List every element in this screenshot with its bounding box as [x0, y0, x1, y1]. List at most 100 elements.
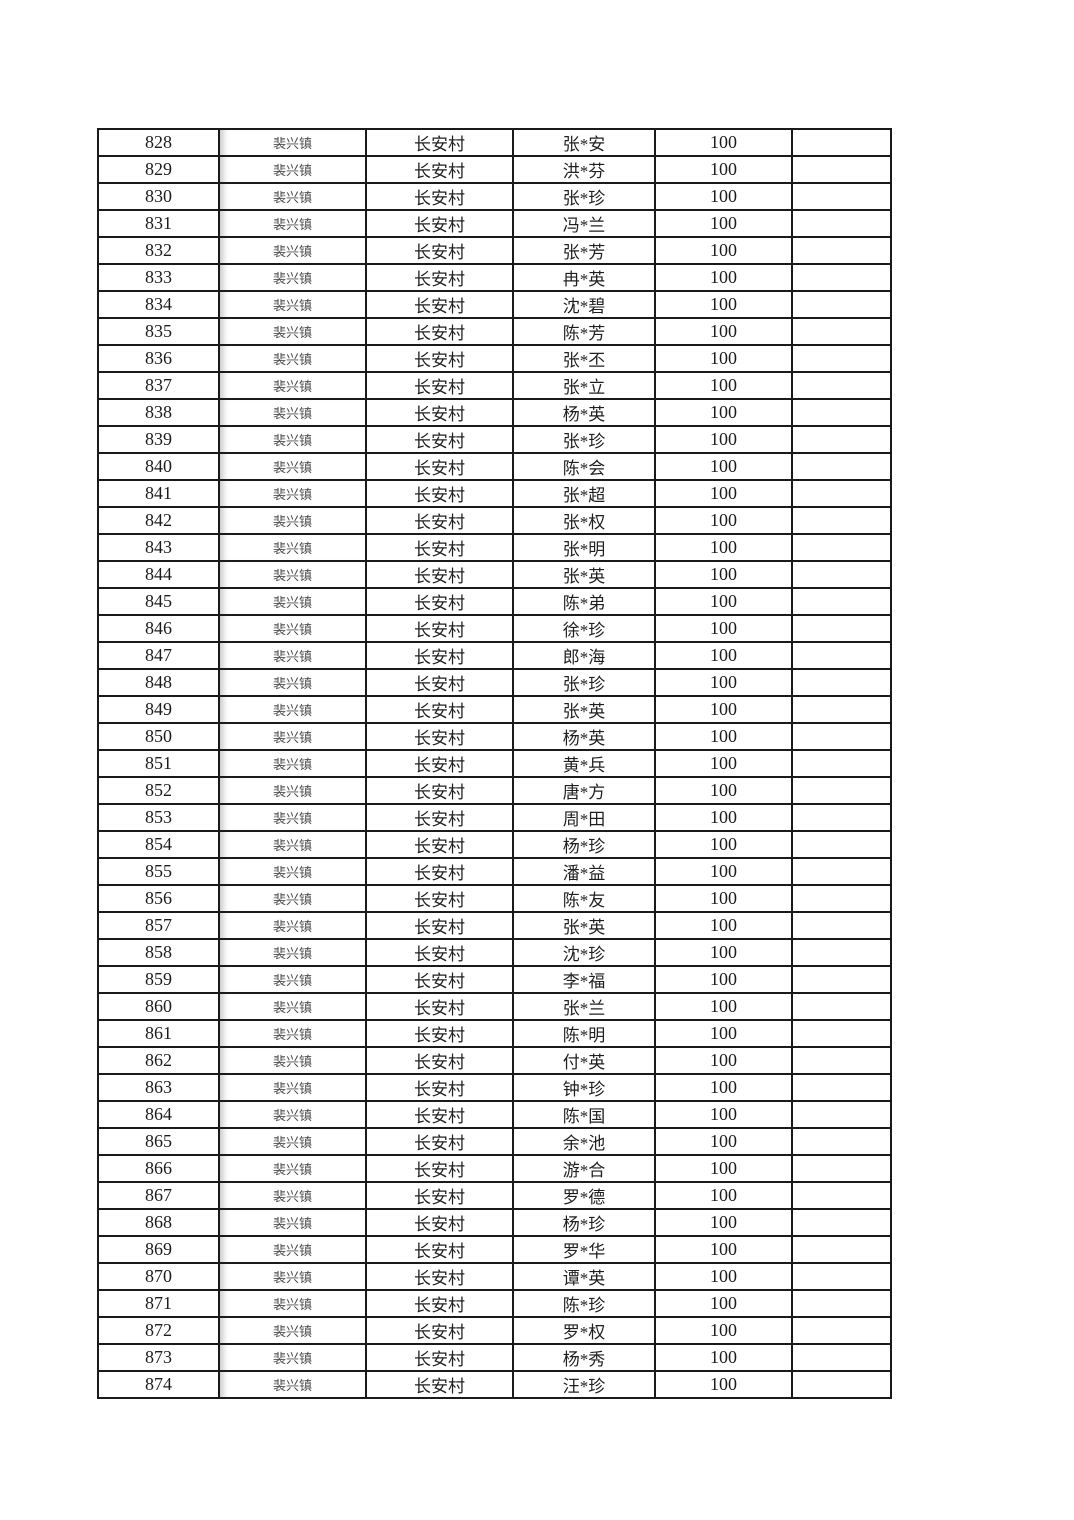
cell-note — [791, 1262, 892, 1291]
cell-serial-number: 851 — [97, 749, 220, 778]
cell-person-name: 张*珍 — [512, 668, 656, 697]
cell-amount: 100 — [654, 1019, 793, 1048]
cell-village: 长安村 — [365, 506, 514, 535]
cell-person-name: 杨*珍 — [512, 830, 656, 859]
cell-person-name: 谭*英 — [512, 1262, 656, 1291]
cell-person-name: 陈*芳 — [512, 317, 656, 346]
table-row: 834 裴兴镇 长安村 沈*碧 100 — [97, 290, 892, 319]
cell-serial-number: 836 — [97, 344, 220, 373]
cell-amount: 100 — [654, 425, 793, 454]
cell-note — [791, 830, 892, 859]
cell-note — [791, 1316, 892, 1345]
cell-amount: 100 — [654, 560, 793, 589]
cell-village: 长安村 — [365, 1181, 514, 1210]
table-row: 847 裴兴镇 长安村 郎*海 100 — [97, 641, 892, 670]
cell-serial-number: 873 — [97, 1343, 220, 1372]
cell-amount: 100 — [654, 128, 793, 157]
cell-amount: 100 — [654, 749, 793, 778]
table-row: 841 裴兴镇 长安村 张*超 100 — [97, 479, 892, 508]
cell-person-name: 张*英 — [512, 695, 656, 724]
cell-serial-number: 869 — [97, 1235, 220, 1264]
table-row: 873 裴兴镇 长安村 杨*秀 100 — [97, 1343, 892, 1372]
cell-person-name: 杨*秀 — [512, 1343, 656, 1372]
cell-serial-number: 872 — [97, 1316, 220, 1345]
cell-amount: 100 — [654, 155, 793, 184]
cell-serial-number: 859 — [97, 965, 220, 994]
table-row: 831 裴兴镇 长安村 冯*兰 100 — [97, 209, 892, 238]
cell-village: 长安村 — [365, 1154, 514, 1183]
table-row: 860 裴兴镇 长安村 张*兰 100 — [97, 992, 892, 1021]
cell-note — [791, 1127, 892, 1156]
cell-note — [791, 1154, 892, 1183]
cell-town: 裴兴镇 — [218, 506, 367, 535]
table-row: 855 裴兴镇 长安村 潘*益 100 — [97, 857, 892, 886]
cell-town: 裴兴镇 — [218, 425, 367, 454]
table-row: 843 裴兴镇 长安村 张*明 100 — [97, 533, 892, 562]
cell-person-name: 汪*珍 — [512, 1370, 656, 1399]
cell-person-name: 李*福 — [512, 965, 656, 994]
cell-village: 长安村 — [365, 1343, 514, 1372]
cell-person-name: 张*立 — [512, 371, 656, 400]
cell-person-name: 沈*碧 — [512, 290, 656, 319]
cell-person-name: 钟*珍 — [512, 1073, 656, 1102]
cell-person-name: 罗*华 — [512, 1235, 656, 1264]
cell-note — [791, 614, 892, 643]
table-row: 853 裴兴镇 长安村 周*田 100 — [97, 803, 892, 832]
cell-amount: 100 — [654, 182, 793, 211]
cell-village: 长安村 — [365, 1127, 514, 1156]
cell-town: 裴兴镇 — [218, 749, 367, 778]
cell-village: 长安村 — [365, 263, 514, 292]
cell-person-name: 张*安 — [512, 128, 656, 157]
cell-person-name: 张*权 — [512, 506, 656, 535]
cell-town: 裴兴镇 — [218, 155, 367, 184]
cell-village: 长安村 — [365, 884, 514, 913]
record-table: 828 裴兴镇 长安村 张*安 100 829 裴兴镇 长安村 洪*芬 100 830 裴兴镇 长安村张… — [97, 128, 892, 1399]
cell-town: 裴兴镇 — [218, 128, 367, 157]
cell-note — [791, 965, 892, 994]
cell-serial-number: 837 — [97, 371, 220, 400]
cell-note — [791, 506, 892, 535]
cell-village: 长安村 — [365, 1370, 514, 1399]
cell-amount: 100 — [654, 1046, 793, 1075]
cell-amount: 100 — [654, 614, 793, 643]
cell-person-name: 陈*会 — [512, 452, 656, 481]
table-row: 840 裴兴镇 长安村 陈*会 100 — [97, 452, 892, 481]
table-row: 845 裴兴镇 长安村 陈*弟 100 — [97, 587, 892, 616]
table-row: 859 裴兴镇 长安村 李*福 100 — [97, 965, 892, 994]
cell-note — [791, 1019, 892, 1048]
cell-village: 长安村 — [365, 128, 514, 157]
cell-person-name: 陈*明 — [512, 1019, 656, 1048]
table-row: 844 裴兴镇 长安村 张*英 100 — [97, 560, 892, 589]
cell-note — [791, 452, 892, 481]
cell-town: 裴兴镇 — [218, 722, 367, 751]
table-row: 837 裴兴镇 长安村 张*立 100 — [97, 371, 892, 400]
cell-village: 长安村 — [365, 479, 514, 508]
cell-person-name: 张*珍 — [512, 425, 656, 454]
cell-town: 裴兴镇 — [218, 344, 367, 373]
cell-person-name: 周*田 — [512, 803, 656, 832]
cell-amount: 100 — [654, 533, 793, 562]
cell-note — [791, 1208, 892, 1237]
cell-amount: 100 — [654, 668, 793, 697]
cell-amount: 100 — [654, 938, 793, 967]
cell-person-name: 徐*珍 — [512, 614, 656, 643]
cell-serial-number: 858 — [97, 938, 220, 967]
cell-village: 长安村 — [365, 614, 514, 643]
cell-note — [791, 1235, 892, 1264]
cell-amount: 100 — [654, 992, 793, 1021]
cell-town: 裴兴镇 — [218, 776, 367, 805]
table-row: 839 裴兴镇 长安村 张*珍 100 — [97, 425, 892, 454]
cell-town: 裴兴镇 — [218, 452, 367, 481]
table-row: 833 裴兴镇 长安村 冉*英 100 — [97, 263, 892, 292]
cell-amount: 100 — [654, 1370, 793, 1399]
cell-village: 长安村 — [365, 425, 514, 454]
table-row: 832 裴兴镇 长安村 张*芳 100 — [97, 236, 892, 265]
cell-town: 裴兴镇 — [218, 1316, 367, 1345]
cell-note — [791, 236, 892, 265]
cell-town: 裴兴镇 — [218, 1235, 367, 1264]
table-row: 854 裴兴镇 长安村 杨*珍 100 — [97, 830, 892, 859]
record-table-body: 828 裴兴镇 长安村 张*安 100 829 裴兴镇 长安村 洪*芬 100 830 裴兴镇 长安村张… — [97, 128, 892, 1399]
table-row: 866 裴兴镇 长安村 游*合 100 — [97, 1154, 892, 1183]
cell-town: 裴兴镇 — [218, 1208, 367, 1237]
cell-serial-number: 857 — [97, 911, 220, 940]
